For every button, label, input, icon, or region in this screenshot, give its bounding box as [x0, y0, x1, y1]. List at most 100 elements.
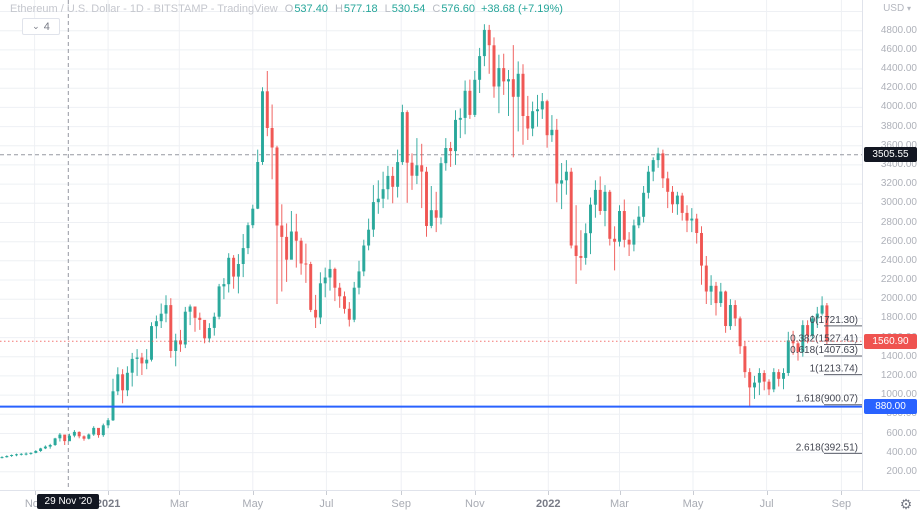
- candle-body: [753, 382, 756, 388]
- time-axis-tick: [841, 491, 843, 495]
- candle-body: [801, 325, 805, 352]
- time-axis-tick: [252, 491, 254, 495]
- candle-body: [791, 340, 795, 344]
- hidden-items-count: 4: [43, 20, 50, 33]
- candle-body: [381, 189, 385, 199]
- time-axis-label: Jul: [759, 498, 774, 510]
- candle-body: [671, 191, 674, 205]
- candle-body: [338, 287, 342, 297]
- candle-body: [772, 372, 776, 390]
- candle-body: [521, 73, 525, 116]
- candle-body: [637, 216, 641, 226]
- candle-body: [589, 204, 592, 234]
- time-axis-tick: [548, 491, 550, 495]
- change-value: +38.68 (+7.19%): [480, 3, 563, 15]
- candle-body: [449, 148, 453, 152]
- ohlc-low-label: L: [384, 3, 391, 15]
- ohlc-high-label: H: [334, 3, 343, 15]
- candle-body: [738, 318, 742, 347]
- time-axis-tick: [619, 491, 621, 495]
- symbol-title[interactable]: Ethereum / U.S. Dollar - 1D - BITSTAMP -…: [10, 3, 278, 15]
- fib-level-label: 2.618(392.51): [796, 442, 858, 453]
- candle-body: [458, 117, 462, 120]
- candle-body: [246, 225, 250, 249]
- candle-body: [362, 245, 366, 272]
- candle-body: [77, 431, 81, 437]
- candle-body: [439, 163, 443, 218]
- time-axis[interactable]: Nov 2021 Mar May Jul Sep Nov 2022 Mar May Jul Sep: [0, 490, 920, 518]
- candle-body: [29, 452, 33, 454]
- candle-body: [646, 171, 650, 193]
- fib-level-label: 0.618(1407.63): [790, 345, 858, 356]
- candle-body: [328, 268, 332, 278]
- crosshair-price-badge: 3505.55: [864, 147, 917, 163]
- settings-gear-icon[interactable]: ⚙: [899, 496, 913, 512]
- candle-body: [574, 245, 578, 256]
- candle-body: [825, 305, 829, 342]
- candle-body: [502, 68, 506, 82]
- price-axis-label: 2800.00: [880, 216, 917, 228]
- candle-body: [815, 313, 819, 319]
- candle-body: [762, 373, 766, 382]
- candle-body: [232, 257, 236, 277]
- candle-body: [135, 357, 139, 359]
- candle-body: [275, 147, 279, 226]
- candle-body: [516, 73, 520, 97]
- candle-body: [666, 178, 670, 192]
- candle-body: [164, 305, 168, 314]
- candle-body: [5, 456, 9, 458]
- candle-body: [87, 434, 91, 439]
- candle-body: [270, 128, 274, 148]
- candle-body: [222, 284, 226, 287]
- candle-body: [294, 231, 298, 241]
- time-axis-label: 2022: [536, 498, 561, 510]
- time-axis-label: Mar: [169, 498, 189, 510]
- candle-body: [704, 265, 708, 292]
- price-axis[interactable]: USD ▾ 4800.00 4600.00 4400.00 4200.00 4000.0…: [862, 0, 920, 490]
- candle-body: [236, 264, 240, 277]
- price-axis-label: 4600.00: [880, 43, 917, 55]
- candle-body: [661, 153, 665, 179]
- candle-body: [733, 305, 737, 319]
- candle-body: [680, 195, 684, 213]
- candle-body: [183, 311, 187, 345]
- candle-body: [700, 233, 703, 266]
- candle-body: [130, 358, 134, 373]
- candle-body: [757, 373, 761, 383]
- price-axis-label: 3600.00: [880, 139, 917, 151]
- candle-body: [468, 90, 472, 115]
- candle-body: [415, 165, 419, 176]
- candle-body: [217, 286, 221, 317]
- chart-legend[interactable]: Ethereum / U.S. Dollar - 1D - BITSTAMP -…: [10, 3, 563, 15]
- candle-body: [709, 285, 713, 292]
- price-axis-label: 3800.00: [880, 120, 917, 132]
- last-price-price-badge: 1560.90: [864, 333, 917, 349]
- candle-body: [569, 171, 573, 246]
- candle-body: [444, 148, 448, 164]
- time-axis-tick: [474, 491, 476, 495]
- candle-body: [545, 101, 549, 136]
- candle-body: [642, 192, 646, 217]
- candle-body: [690, 218, 694, 221]
- candle-body: [193, 306, 197, 318]
- candle-body: [743, 346, 747, 373]
- legend-collapse-button[interactable]: ⌄ 4: [22, 18, 60, 35]
- candle-body: [695, 218, 699, 233]
- ohlc-close-value: 576.60: [441, 3, 475, 15]
- candle-body: [675, 195, 679, 205]
- time-axis-label: Sep: [391, 498, 411, 510]
- currency-selector[interactable]: USD ▾: [883, 3, 911, 14]
- candle-body: [482, 29, 486, 57]
- candle-body: [560, 180, 564, 184]
- price-axis-label: 2400.00: [880, 254, 917, 266]
- price-axis-label: 4200.00: [880, 82, 917, 94]
- candle-body: [376, 198, 380, 203]
- candle-body: [357, 271, 361, 288]
- price-axis-label: 2000.00: [880, 293, 917, 305]
- candle-body: [179, 340, 182, 345]
- price-axis-label: 3000.00: [880, 197, 917, 209]
- price-axis-label: 600.00: [886, 427, 917, 439]
- alert-line-price-badge: 880.00: [864, 399, 917, 415]
- candle-body: [820, 305, 824, 314]
